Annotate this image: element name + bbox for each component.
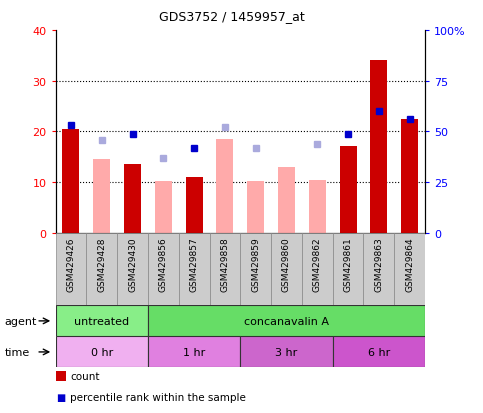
Text: GSM429857: GSM429857 bbox=[190, 237, 199, 292]
Bar bbox=[271, 233, 302, 306]
Bar bbox=[117, 233, 148, 306]
Bar bbox=[241, 337, 333, 368]
Bar bbox=[333, 233, 364, 306]
Text: percentile rank within the sample: percentile rank within the sample bbox=[70, 392, 246, 402]
Bar bbox=[240, 233, 271, 306]
Bar bbox=[179, 233, 210, 306]
Bar bbox=[148, 337, 241, 368]
Bar bbox=[370, 61, 387, 233]
Bar bbox=[56, 306, 148, 337]
Text: GDS3752 / 1459957_at: GDS3752 / 1459957_at bbox=[159, 10, 305, 23]
Text: GSM429859: GSM429859 bbox=[251, 237, 260, 292]
Bar bbox=[394, 233, 425, 306]
Bar bbox=[86, 233, 117, 306]
Bar bbox=[364, 233, 394, 306]
Text: GSM429861: GSM429861 bbox=[343, 237, 353, 292]
Text: agent: agent bbox=[5, 316, 37, 326]
Bar bbox=[148, 233, 179, 306]
Bar bbox=[216, 140, 233, 233]
Text: 1 hr: 1 hr bbox=[183, 347, 205, 357]
Bar bbox=[124, 165, 141, 233]
Text: 6 hr: 6 hr bbox=[368, 347, 390, 357]
Bar bbox=[155, 182, 172, 233]
Bar bbox=[185, 178, 202, 233]
Text: ■: ■ bbox=[56, 392, 66, 402]
Text: GSM429426: GSM429426 bbox=[67, 237, 75, 291]
Text: 0 hr: 0 hr bbox=[91, 347, 113, 357]
Bar bbox=[309, 180, 326, 233]
Text: GSM429430: GSM429430 bbox=[128, 237, 137, 292]
Text: 3 hr: 3 hr bbox=[275, 347, 298, 357]
Text: GSM429863: GSM429863 bbox=[374, 237, 384, 292]
Bar bbox=[93, 160, 110, 233]
Text: GSM429864: GSM429864 bbox=[405, 237, 414, 292]
Text: concanavalin A: concanavalin A bbox=[244, 316, 329, 326]
Bar bbox=[333, 337, 425, 368]
Text: untreated: untreated bbox=[74, 316, 129, 326]
Text: GSM429860: GSM429860 bbox=[282, 237, 291, 292]
Bar bbox=[247, 182, 264, 233]
Text: GSM429858: GSM429858 bbox=[220, 237, 229, 292]
Bar bbox=[340, 146, 356, 233]
Bar bbox=[148, 306, 425, 337]
Text: time: time bbox=[5, 347, 30, 357]
Text: GSM429862: GSM429862 bbox=[313, 237, 322, 292]
Bar bbox=[56, 337, 148, 368]
Text: count: count bbox=[70, 371, 99, 381]
Bar bbox=[401, 119, 418, 233]
Bar bbox=[56, 233, 86, 306]
Text: GSM429428: GSM429428 bbox=[97, 237, 106, 291]
Bar bbox=[210, 233, 240, 306]
Bar bbox=[302, 233, 333, 306]
Text: GSM429856: GSM429856 bbox=[159, 237, 168, 292]
Bar bbox=[278, 168, 295, 233]
Bar bbox=[62, 130, 79, 233]
